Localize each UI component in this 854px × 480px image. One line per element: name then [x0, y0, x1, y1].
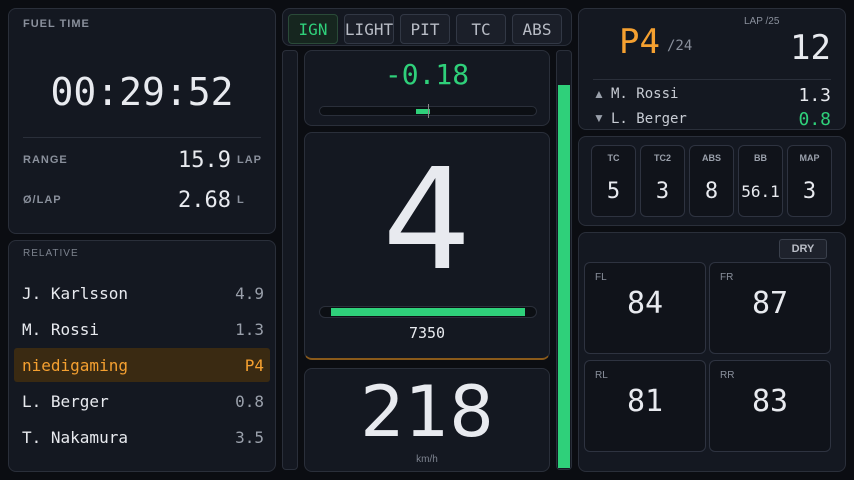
relative-value: 0.8: [235, 392, 264, 411]
relative-value: 4.9: [235, 284, 264, 303]
delta-panel: -0.18: [304, 50, 550, 126]
behind-gap: 0.8: [798, 109, 831, 130]
relative-name: L. Berger: [22, 392, 109, 411]
bar-fill: [558, 85, 570, 468]
position: P4: [619, 22, 660, 62]
fuel-row-label: Ø/LAP: [23, 194, 62, 206]
setting-value: 5: [606, 179, 621, 204]
tyre-box: FR 87: [709, 262, 831, 354]
ahead-gap: 1.3: [798, 85, 831, 106]
delta-fill: [416, 109, 430, 114]
right-bar: [556, 50, 572, 470]
relative-value: 3.5: [235, 428, 264, 447]
ahead-name: M. Rossi: [611, 86, 679, 102]
relative-title: RELATIVE: [23, 248, 79, 259]
gear: 4: [382, 139, 472, 302]
setting-value: 3: [802, 179, 817, 204]
setting-value: 3: [655, 179, 670, 204]
setting-label: ABS: [701, 153, 721, 163]
button-bar: IGN LIGHT PIT TC ABS: [282, 8, 572, 46]
relative-name: T. Nakamura: [22, 428, 128, 447]
divider: [23, 137, 261, 138]
tyre-label: RR: [720, 370, 735, 381]
relative-name: M. Rossi: [22, 320, 100, 339]
tyre-value: 87: [751, 286, 789, 321]
setting-value: 56.1: [741, 182, 780, 201]
lap: 12: [790, 28, 831, 68]
fuel-row-unit: LAP: [237, 154, 262, 166]
relative-panel: RELATIVE J. Karlsson 4.9 M. Rossi 1.3 niedig…: [8, 240, 276, 472]
position-total: /24: [667, 38, 693, 54]
fuel-row-value: 15.9: [178, 148, 231, 173]
delta-bar: [319, 104, 537, 118]
delta-center: [428, 104, 429, 118]
setting-box: TC 5: [591, 145, 636, 217]
compound: DRY: [779, 239, 827, 259]
fuel-panel: FUEL TIME 00:29:52 RANGE 15.9 LAP Ø/LAP 2.68…: [8, 8, 276, 234]
button[interactable]: PIT: [400, 14, 450, 44]
fuel-time: 00:29:52: [50, 70, 234, 114]
button[interactable]: IGN: [288, 14, 338, 44]
setting-label: TC: [607, 153, 620, 163]
speed: 218: [360, 371, 494, 453]
speed-unit: km/h: [416, 454, 438, 465]
gear-panel: 4 7350: [304, 132, 550, 360]
button[interactable]: TC: [456, 14, 506, 44]
setting-box: MAP 3: [787, 145, 832, 217]
tyre-value: 84: [626, 286, 664, 321]
fuel-row-value: 2.68: [178, 188, 231, 213]
delta: -0.18: [384, 58, 470, 91]
rpm-bar: [319, 306, 537, 318]
relative-name: niedigaming: [22, 356, 128, 375]
setting-label: MAP: [799, 153, 820, 163]
tyre-value: 83: [751, 384, 789, 419]
setting-value: 8: [704, 179, 719, 204]
setting-label: TC2: [653, 153, 671, 163]
arrow-down: ▼: [593, 111, 605, 125]
tyres-panel: DRY FL 84 FR 87 RL 81 RR 83: [578, 232, 846, 472]
button[interactable]: ABS: [512, 14, 562, 44]
relative-name: J. Karlsson: [22, 284, 128, 303]
setting-box: ABS 8: [689, 145, 734, 217]
position-panel: P4 /24 LAP /25 12 ▲ M. Rossi 1.3 ▼ L. Be…: [578, 8, 846, 130]
tyre-box: RL 81: [584, 360, 706, 452]
rpm-fill: [331, 308, 525, 316]
tyre-label: RL: [595, 370, 608, 381]
relative-value: 1.3: [235, 320, 264, 339]
setting-label: BB: [754, 153, 767, 163]
fuel-row-label: RANGE: [23, 154, 68, 166]
speed-panel: 218 km/h: [304, 368, 550, 472]
setting-box: TC2 3: [640, 145, 685, 217]
tyre-box: FL 84: [584, 262, 706, 354]
divider: [593, 79, 831, 80]
rpm: 7350: [408, 324, 446, 342]
behind-name: L. Berger: [611, 111, 687, 127]
highlight-row: [14, 348, 270, 382]
settings-panel: TC 5 TC2 3 ABS 8 BB 56.1 MAP 3: [578, 136, 846, 226]
tyre-value: 81: [626, 384, 664, 419]
lap-label: LAP /25: [744, 16, 780, 27]
setting-box: BB 56.1: [738, 145, 783, 217]
arrow-up: ▲: [593, 87, 605, 101]
button[interactable]: LIGHT: [344, 14, 394, 44]
fuel-row-unit: L: [237, 194, 245, 206]
tyre-label: FL: [595, 272, 607, 283]
fuel-title: FUEL TIME: [23, 18, 90, 30]
tyre-box: RR 83: [709, 360, 831, 452]
left-bar: [282, 50, 298, 470]
relative-value: P4: [244, 356, 264, 375]
tyre-label: FR: [720, 272, 734, 283]
